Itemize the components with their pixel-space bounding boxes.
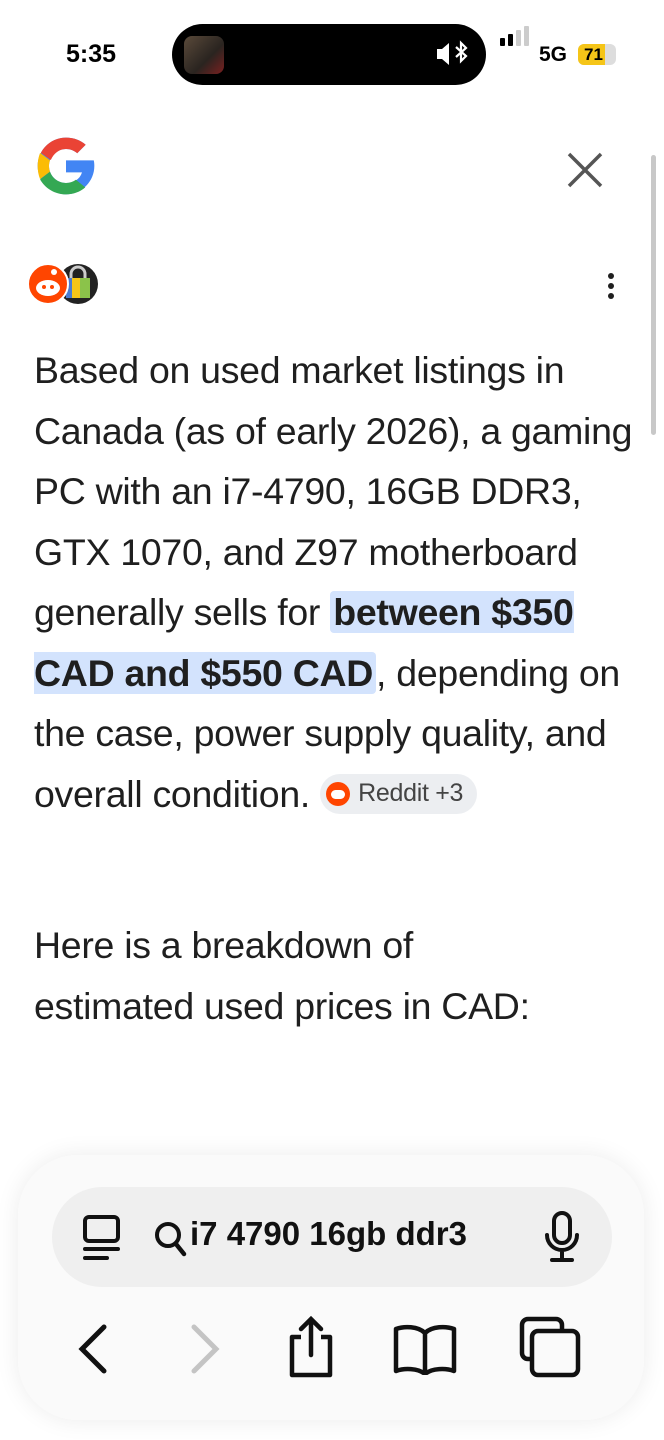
answer-text: Based on used market listings in Canada … [34,349,633,633]
forward-icon[interactable] [186,1323,222,1375]
close-icon[interactable] [565,150,605,190]
tabs-icon[interactable] [518,1315,584,1379]
clock: 5:35 [66,40,117,68]
share-icon[interactable] [284,1315,338,1379]
dynamic-island[interactable] [172,24,486,85]
search-query[interactable]: i7 4790 16gb ddr3 [190,1215,467,1252]
breakdown-intro: Here is a breakdown of estimated used pr… [34,924,530,1027]
reddit-icon [27,263,69,305]
citation-chip[interactable]: Reddit +3 [320,773,478,814]
status-bar: 5:35 5G 71 [0,0,664,100]
scrollbar[interactable] [651,155,656,435]
source-icons[interactable] [26,262,102,306]
google-g-logo [37,137,95,195]
shopping-bag-icon [58,264,98,304]
mute-bluetooth-icon [436,40,470,75]
answer-text-continued: , depending on the case, power supply qu… [34,651,620,815]
back-icon[interactable] [76,1323,112,1375]
bookmarks-icon[interactable] [392,1323,458,1375]
battery-icon: 71 [578,44,616,65]
album-art [184,36,224,74]
browser-toolbar: i7 4790 16gb ddr3 [18,1155,644,1420]
microphone-icon[interactable] [544,1211,580,1263]
reader-icon[interactable] [82,1215,122,1261]
address-bar[interactable]: i7 4790 16gb ddr3 [52,1187,612,1287]
search-icon [155,1222,187,1257]
more-vertical-icon[interactable] [600,270,622,304]
reddit-icon [326,781,351,806]
network-label: 5G [539,43,568,66]
ai-answer-paragraph: Based on used market listings in Canada … [34,340,638,824]
citation-label: Reddit +3 [358,779,464,808]
